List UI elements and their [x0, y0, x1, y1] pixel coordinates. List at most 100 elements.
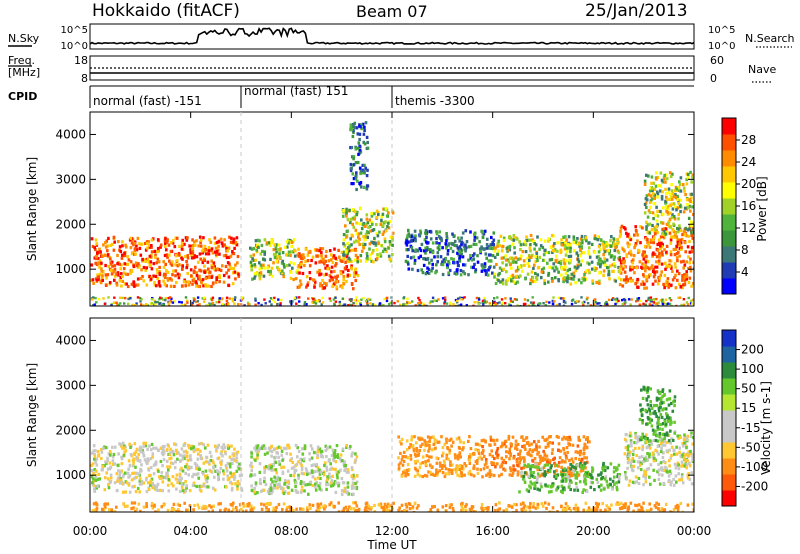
power-cell: [203, 270, 206, 274]
power-cell: [653, 202, 657, 206]
power-cell: [484, 252, 488, 256]
power-cell: [259, 271, 263, 275]
velocity-cell: [561, 477, 565, 481]
power-cell: [352, 225, 356, 229]
nsearch-tick-bottom: 10^0: [708, 41, 735, 52]
power-cell: [370, 259, 373, 263]
velocity-cell: [400, 437, 404, 441]
power-cell: [637, 297, 641, 300]
power-cell: [667, 207, 670, 211]
power-cell: [375, 257, 379, 261]
power-cell: [352, 208, 355, 212]
power-cell: [547, 239, 550, 243]
power-cell: [552, 296, 555, 299]
power-cell: [557, 270, 560, 274]
power-cell: [465, 240, 469, 244]
power-cell: [580, 245, 583, 249]
velocity-cell: [149, 448, 153, 452]
velocity-cell: [173, 466, 177, 470]
power-cell: [370, 211, 373, 215]
velocity-cell: [584, 478, 587, 483]
power-cell: [249, 260, 253, 264]
velocity-cell: [667, 474, 671, 478]
velocity-cell: [299, 461, 302, 465]
power-cell: [164, 262, 167, 266]
power-cell: [679, 238, 682, 242]
power-cell: [133, 284, 136, 288]
power-cell: [284, 245, 287, 249]
power-cell: [345, 235, 348, 239]
power-cell: [519, 254, 523, 258]
power-cell: [634, 243, 637, 247]
power-cell: [309, 277, 312, 281]
power-cell: [131, 252, 134, 256]
power-cell: [508, 248, 512, 252]
power-cell: [674, 273, 677, 277]
power-cell: [162, 303, 166, 306]
power-cell: [384, 247, 387, 251]
power-cell: [113, 278, 116, 282]
power-cell: [529, 243, 532, 247]
velocity-cell: [185, 454, 189, 458]
velocity-cell: [231, 486, 234, 490]
power-cell: [363, 142, 367, 146]
velocity-cell: [406, 456, 410, 460]
velocity-cell: [328, 475, 332, 479]
power-cell: [100, 267, 103, 271]
power-cell: [523, 298, 527, 301]
power-cell: [566, 242, 569, 247]
power-cell: [464, 229, 468, 233]
power-cell: [354, 302, 358, 305]
power-cell: [379, 254, 383, 258]
power-cell: [178, 273, 182, 277]
power-cell: [316, 254, 319, 258]
power-cell: [460, 303, 463, 306]
velocity-cell: [495, 449, 499, 453]
power-cell: [628, 251, 631, 255]
velocity-cell: [92, 479, 96, 483]
velocity-cell: [128, 442, 131, 446]
power-cell: [515, 274, 519, 278]
velocity-cell: [263, 476, 266, 480]
velocity-cell: [144, 441, 147, 445]
power-cell: [598, 271, 601, 275]
power-cell: [581, 301, 584, 304]
power-cell: [250, 247, 254, 251]
power-cell: [222, 254, 226, 258]
power-cell: [643, 179, 647, 183]
velocity-cell: [328, 445, 332, 449]
velocity-cell: [303, 489, 306, 493]
power-cell: [402, 303, 405, 306]
power-cell: [204, 276, 208, 280]
power-cell: [350, 248, 353, 252]
velocity-cell: [512, 456, 515, 460]
power-cell: [673, 205, 677, 209]
power-cell: [229, 254, 233, 258]
power-cell: [117, 240, 120, 244]
power-cell: [389, 235, 393, 239]
power-cell: [298, 252, 301, 256]
power-cell: [135, 248, 139, 252]
velocity-cell: [267, 446, 271, 450]
power-cell: [605, 241, 608, 245]
velocity-cell: [174, 443, 178, 447]
velocity-cell: [501, 460, 505, 464]
velocity-cell: [561, 490, 564, 495]
power-cell: [672, 194, 676, 198]
power-cell: [447, 262, 451, 266]
power-cell: [360, 185, 363, 189]
velocity-cell: [617, 477, 621, 481]
power-cell: [204, 252, 208, 256]
velocity-cell: [668, 464, 671, 468]
velocity-cell: [175, 448, 178, 452]
power-cell: [667, 282, 671, 286]
velocity-cell: [154, 460, 158, 464]
velocity-cell: [538, 445, 541, 449]
power-cell: [642, 252, 646, 256]
power-cell: [104, 245, 108, 249]
velocity-cell: [584, 461, 587, 465]
power-cell: [609, 239, 612, 243]
velocity-cell: [334, 490, 338, 494]
power-cell: [666, 280, 669, 284]
power-cell: [419, 229, 422, 233]
